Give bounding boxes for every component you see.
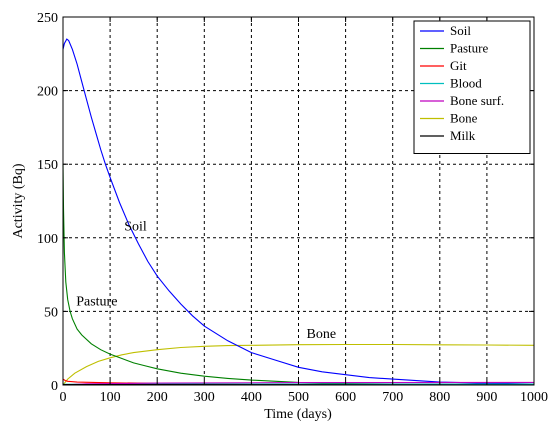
x-tick-label: 0 (60, 390, 67, 405)
x-axis-ticks: 0 100 200 300 400 500 600 700 800 900 1000 (60, 17, 548, 405)
legend-label-bone: Bone (450, 111, 478, 126)
x-axis-label: Time (days) (264, 407, 332, 422)
y-tick-label: 150 (37, 158, 58, 173)
y-axis-label: Activity (Bq) (11, 163, 26, 238)
y-tick-label: 100 (37, 232, 58, 247)
series-line-bone (62, 343, 535, 386)
legend-label-blood: Blood (450, 76, 482, 91)
legend-box (413, 20, 531, 154)
x-tick-label: 800 (429, 390, 450, 405)
x-tick-label: 700 (382, 390, 403, 405)
y-tick-label: 250 (37, 11, 58, 26)
x-tick-label: 100 (100, 390, 121, 405)
y-tick-label: 200 (37, 85, 58, 100)
legend-label-bone-surf: Bone surf. (450, 93, 504, 108)
x-tick-label: 300 (194, 390, 215, 405)
annotation-soil: Soil (124, 219, 147, 234)
x-tick-label: 1000 (520, 390, 548, 405)
series-line-soil (62, 38, 535, 385)
y-axis-ticks: 0 50 100 150 200 250 (37, 11, 534, 394)
annotations: Soil Pasture Bone (76, 219, 336, 341)
legend-label-git: Git (450, 58, 467, 73)
x-tick-label: 900 (476, 390, 497, 405)
legend-label-pasture: Pasture (450, 41, 489, 56)
annotation-bone: Bone (307, 327, 337, 342)
legend-label-soil: Soil (450, 23, 471, 38)
x-tick-label: 600 (335, 390, 356, 405)
x-tick-label: 400 (241, 390, 262, 405)
legend: Soil Pasture Git Blood Bone surf. Bone Milk (413, 20, 531, 154)
legend-label-milk: Milk (450, 128, 476, 143)
y-tick-label: 50 (44, 305, 58, 320)
annotation-pasture: Pasture (76, 295, 117, 310)
y-tick-label: 0 (51, 379, 58, 394)
x-tick-label: 200 (147, 390, 168, 405)
x-tick-label: 500 (288, 390, 309, 405)
